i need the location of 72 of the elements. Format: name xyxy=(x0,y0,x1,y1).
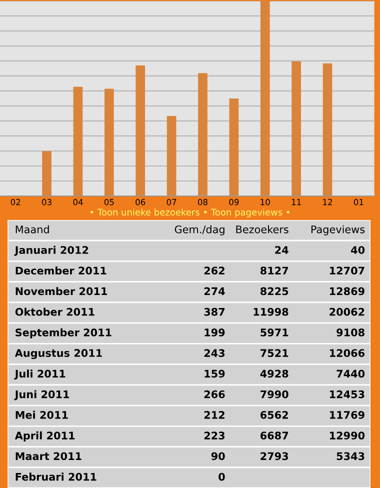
text: • Toon unieke bezoekers • Toon pageviews • xyxy=(90,208,290,218)
x-tick-label: 04 xyxy=(73,198,83,206)
category-label: December 2011 xyxy=(16,266,106,275)
x-tick-label: 12 xyxy=(323,198,332,206)
text: Maand xyxy=(16,225,49,234)
data-label: 90 xyxy=(211,452,225,460)
series-label: Bezoekers xyxy=(236,225,288,234)
text: Gem./dag xyxy=(174,225,224,236)
x-tick-label: 09 xyxy=(229,198,239,206)
bar xyxy=(229,98,239,196)
data-label: 9108 xyxy=(336,328,364,336)
category-label: September 2011 xyxy=(16,328,112,338)
data-label: 199 xyxy=(204,328,225,336)
x-tick-label: 03 xyxy=(42,198,52,206)
category-label: Maart 2011 xyxy=(16,452,82,460)
bar xyxy=(42,151,52,196)
bar xyxy=(104,88,114,196)
data-label: 6687 xyxy=(260,432,288,440)
bar xyxy=(322,63,332,196)
data-label: 11769 xyxy=(330,411,364,419)
data-label: 7440 xyxy=(336,370,365,378)
category-label: Augustus 2011 xyxy=(14,349,102,360)
x-tick-label: 08 xyxy=(198,198,208,206)
data-label: 6562 xyxy=(260,410,288,419)
data-label: 20062 xyxy=(330,308,364,316)
data-label: 7521 xyxy=(260,349,288,358)
data-label: 212 xyxy=(204,410,224,419)
data-label: 12066 xyxy=(330,349,364,358)
data-label: 24 xyxy=(275,246,288,254)
data-label: 4928 xyxy=(260,370,288,378)
data-label: 274 xyxy=(204,287,225,296)
text: Pageviews xyxy=(311,225,365,236)
data-label: 12869 xyxy=(330,287,364,296)
category-label: Mei 2011 xyxy=(16,410,68,419)
x-tick-label: 05 xyxy=(104,198,114,206)
data-label: 223 xyxy=(204,432,225,440)
data-label: 11998 xyxy=(254,308,288,316)
x-tick-label: 11 xyxy=(292,199,301,206)
data-label: 159 xyxy=(204,370,225,378)
data-label: 40 xyxy=(351,246,365,254)
bar xyxy=(292,61,301,196)
data-label: 12707 xyxy=(330,266,364,275)
x-tick-label: 01 xyxy=(354,198,364,206)
bar xyxy=(73,86,83,196)
data-label: 387 xyxy=(204,308,225,316)
data-label: 2793 xyxy=(260,452,288,460)
data-label: 5971 xyxy=(260,328,288,336)
bar xyxy=(260,0,270,196)
category-label: Februari 2011 xyxy=(16,472,96,481)
bar xyxy=(136,65,146,196)
x-tick-label: 06 xyxy=(136,198,146,206)
data-label: 0 xyxy=(218,472,225,481)
category-label: November 2011 xyxy=(16,287,107,296)
category-label: Juli 2011 xyxy=(14,370,66,380)
bar xyxy=(198,73,208,196)
category-label: Oktober 2011 xyxy=(15,308,94,316)
data-label: 8225 xyxy=(260,287,288,296)
x-tick-label: 07 xyxy=(166,198,176,206)
data-label: 12990 xyxy=(330,432,365,440)
data-label: 5343 xyxy=(336,452,364,460)
data-label: 266 xyxy=(204,390,225,398)
bar xyxy=(166,116,176,196)
x-tick-label: 02 xyxy=(10,198,20,206)
data-label: 243 xyxy=(204,349,225,358)
category-label: Juni 2011 xyxy=(14,390,70,400)
x-tick-label: 10 xyxy=(260,198,270,206)
category-label: April 2011 xyxy=(14,431,75,442)
data-label: 8127 xyxy=(260,266,288,275)
data-label: 12453 xyxy=(330,390,364,398)
data-label: 7990 xyxy=(260,390,288,398)
data-label: 262 xyxy=(204,266,224,275)
category-label: Januari 2012 xyxy=(14,246,88,256)
